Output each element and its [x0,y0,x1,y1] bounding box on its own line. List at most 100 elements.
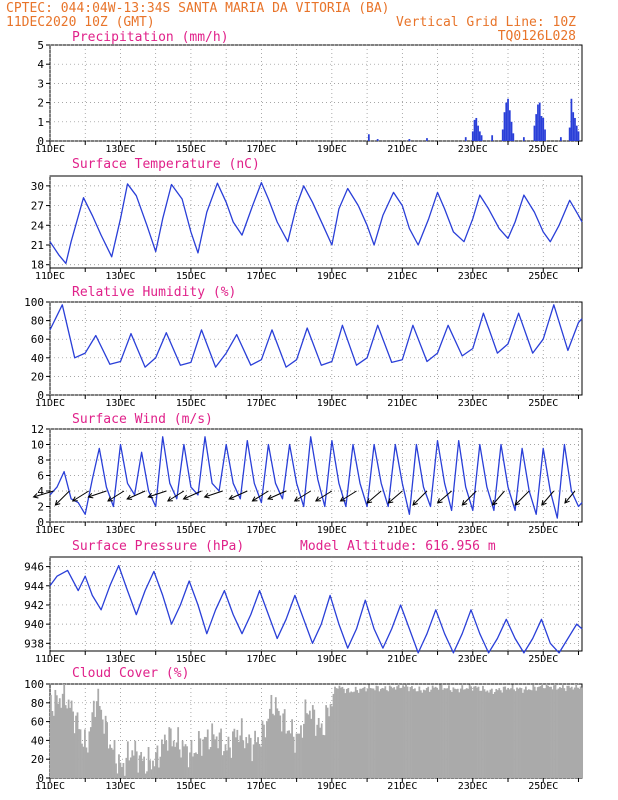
y-tick-label: 21 [31,239,44,252]
cloud-bar [567,685,570,778]
y-tick-label: 40 [31,734,44,747]
wind-vector-head [107,496,114,502]
cloud-bar [129,757,132,778]
cloud-bar [54,689,57,778]
cloud-bar [356,690,359,778]
wind-vector-head [541,500,547,506]
cloud-bar [388,685,391,778]
cloud-bar [295,733,298,778]
cloud-bar [50,694,52,778]
cloud-bar [116,773,119,778]
cloud-bar [569,687,572,778]
cloud-bar [197,731,200,778]
precip-bar [408,139,411,141]
x-tick-label: 17DEC [246,144,276,155]
cloud-bar [55,695,58,778]
cloud-bar [431,685,434,778]
cloud-bar [200,755,203,778]
cloud-bar [524,686,527,778]
cloud-bar [118,754,120,778]
wind-vector-head [491,500,498,506]
cloud-bar [159,756,162,778]
cloud-bar [572,689,575,778]
wind-vector-head [166,496,173,502]
cloud-bar [498,688,501,778]
cloud-bar [471,690,474,778]
cloud-bar [445,688,447,778]
cloud-bar [251,761,254,778]
cloud-bar [354,686,357,778]
precip-bar [507,98,509,141]
cloud-bar [146,771,148,778]
cloud-bar [100,709,103,778]
cloud-bar [260,746,262,778]
cloud-bar [493,692,496,778]
precipitation-title: Precipitation (mm/h) [72,30,229,45]
wind-vector [167,490,185,502]
cloud-bar [269,708,271,778]
cloud-bar [384,686,387,778]
wind-vector-head [436,498,443,504]
cloud-bar [310,718,313,778]
cloud-bar [520,688,523,778]
wind-vector-head [564,497,570,504]
cloud-bar [67,699,70,778]
cloud-bar [533,686,536,778]
cloud-bar [203,736,206,778]
y-tick-label: 4 [37,58,44,71]
wind-panel: Surface Wind (m/s) 0 2 4 6 8 10 12 11DEC 13DEC 15… [31,412,583,536]
cloud-bar [368,684,370,778]
y-tick-label: 0 [37,389,44,402]
cloud-bar [418,686,421,778]
wind-vector-head [267,494,274,500]
cloud-bar [492,693,495,778]
cloud-bar [155,752,157,778]
cloud-bar [156,745,159,778]
y-tick-label: 8 [37,454,44,467]
cloud-bar [316,724,319,778]
x-tick-label: 19DEC [317,271,347,282]
precip-bar [559,137,562,141]
cloud-bar [453,688,456,778]
cloud-bar [553,685,555,778]
cloud-bar [532,685,535,778]
cloud-bar [459,688,462,778]
cloud-bar [424,690,427,778]
wind-vector-head [203,492,210,499]
cloud-bar [137,772,140,778]
wind-title: Surface Wind (m/s) [72,412,213,427]
cloud-bar [439,684,441,778]
precip-bar [544,129,546,141]
x-tick-label: 13DEC [105,144,135,155]
y-tick-label: 944 [24,580,44,593]
y-tick-label: 0 [37,135,44,148]
cloud-bar [187,767,190,778]
wind-vector-head [251,496,258,502]
cloud-bar [485,691,487,778]
cloud-bar [467,688,470,778]
cloud-bar [536,687,539,778]
y-tick-label: 4 [37,485,44,498]
cloud-bar [362,687,365,778]
precip-bar [522,137,525,141]
cloud-bar [341,686,344,778]
cloud-bar [414,688,416,778]
cloud-bar [328,716,330,778]
cloud-bar [75,715,77,778]
cloud-bar [189,752,191,778]
precip-bar [478,131,481,141]
cloud-bar [496,690,499,778]
cloud-bar [232,731,234,778]
cloud-bar [372,688,375,778]
x-tick-label: 21DEC [387,398,417,409]
precip-bar [540,116,543,141]
wind-vector-head [293,496,300,502]
wind-vector-head [514,500,521,506]
cloud-bar [177,727,180,778]
x-tick-label: 19DEC [317,781,347,792]
precip-bar [572,112,575,141]
cloud-bar [451,691,453,778]
cloud-bar [559,687,561,778]
cloud-bar [143,756,146,778]
cloud-bar [92,700,95,778]
